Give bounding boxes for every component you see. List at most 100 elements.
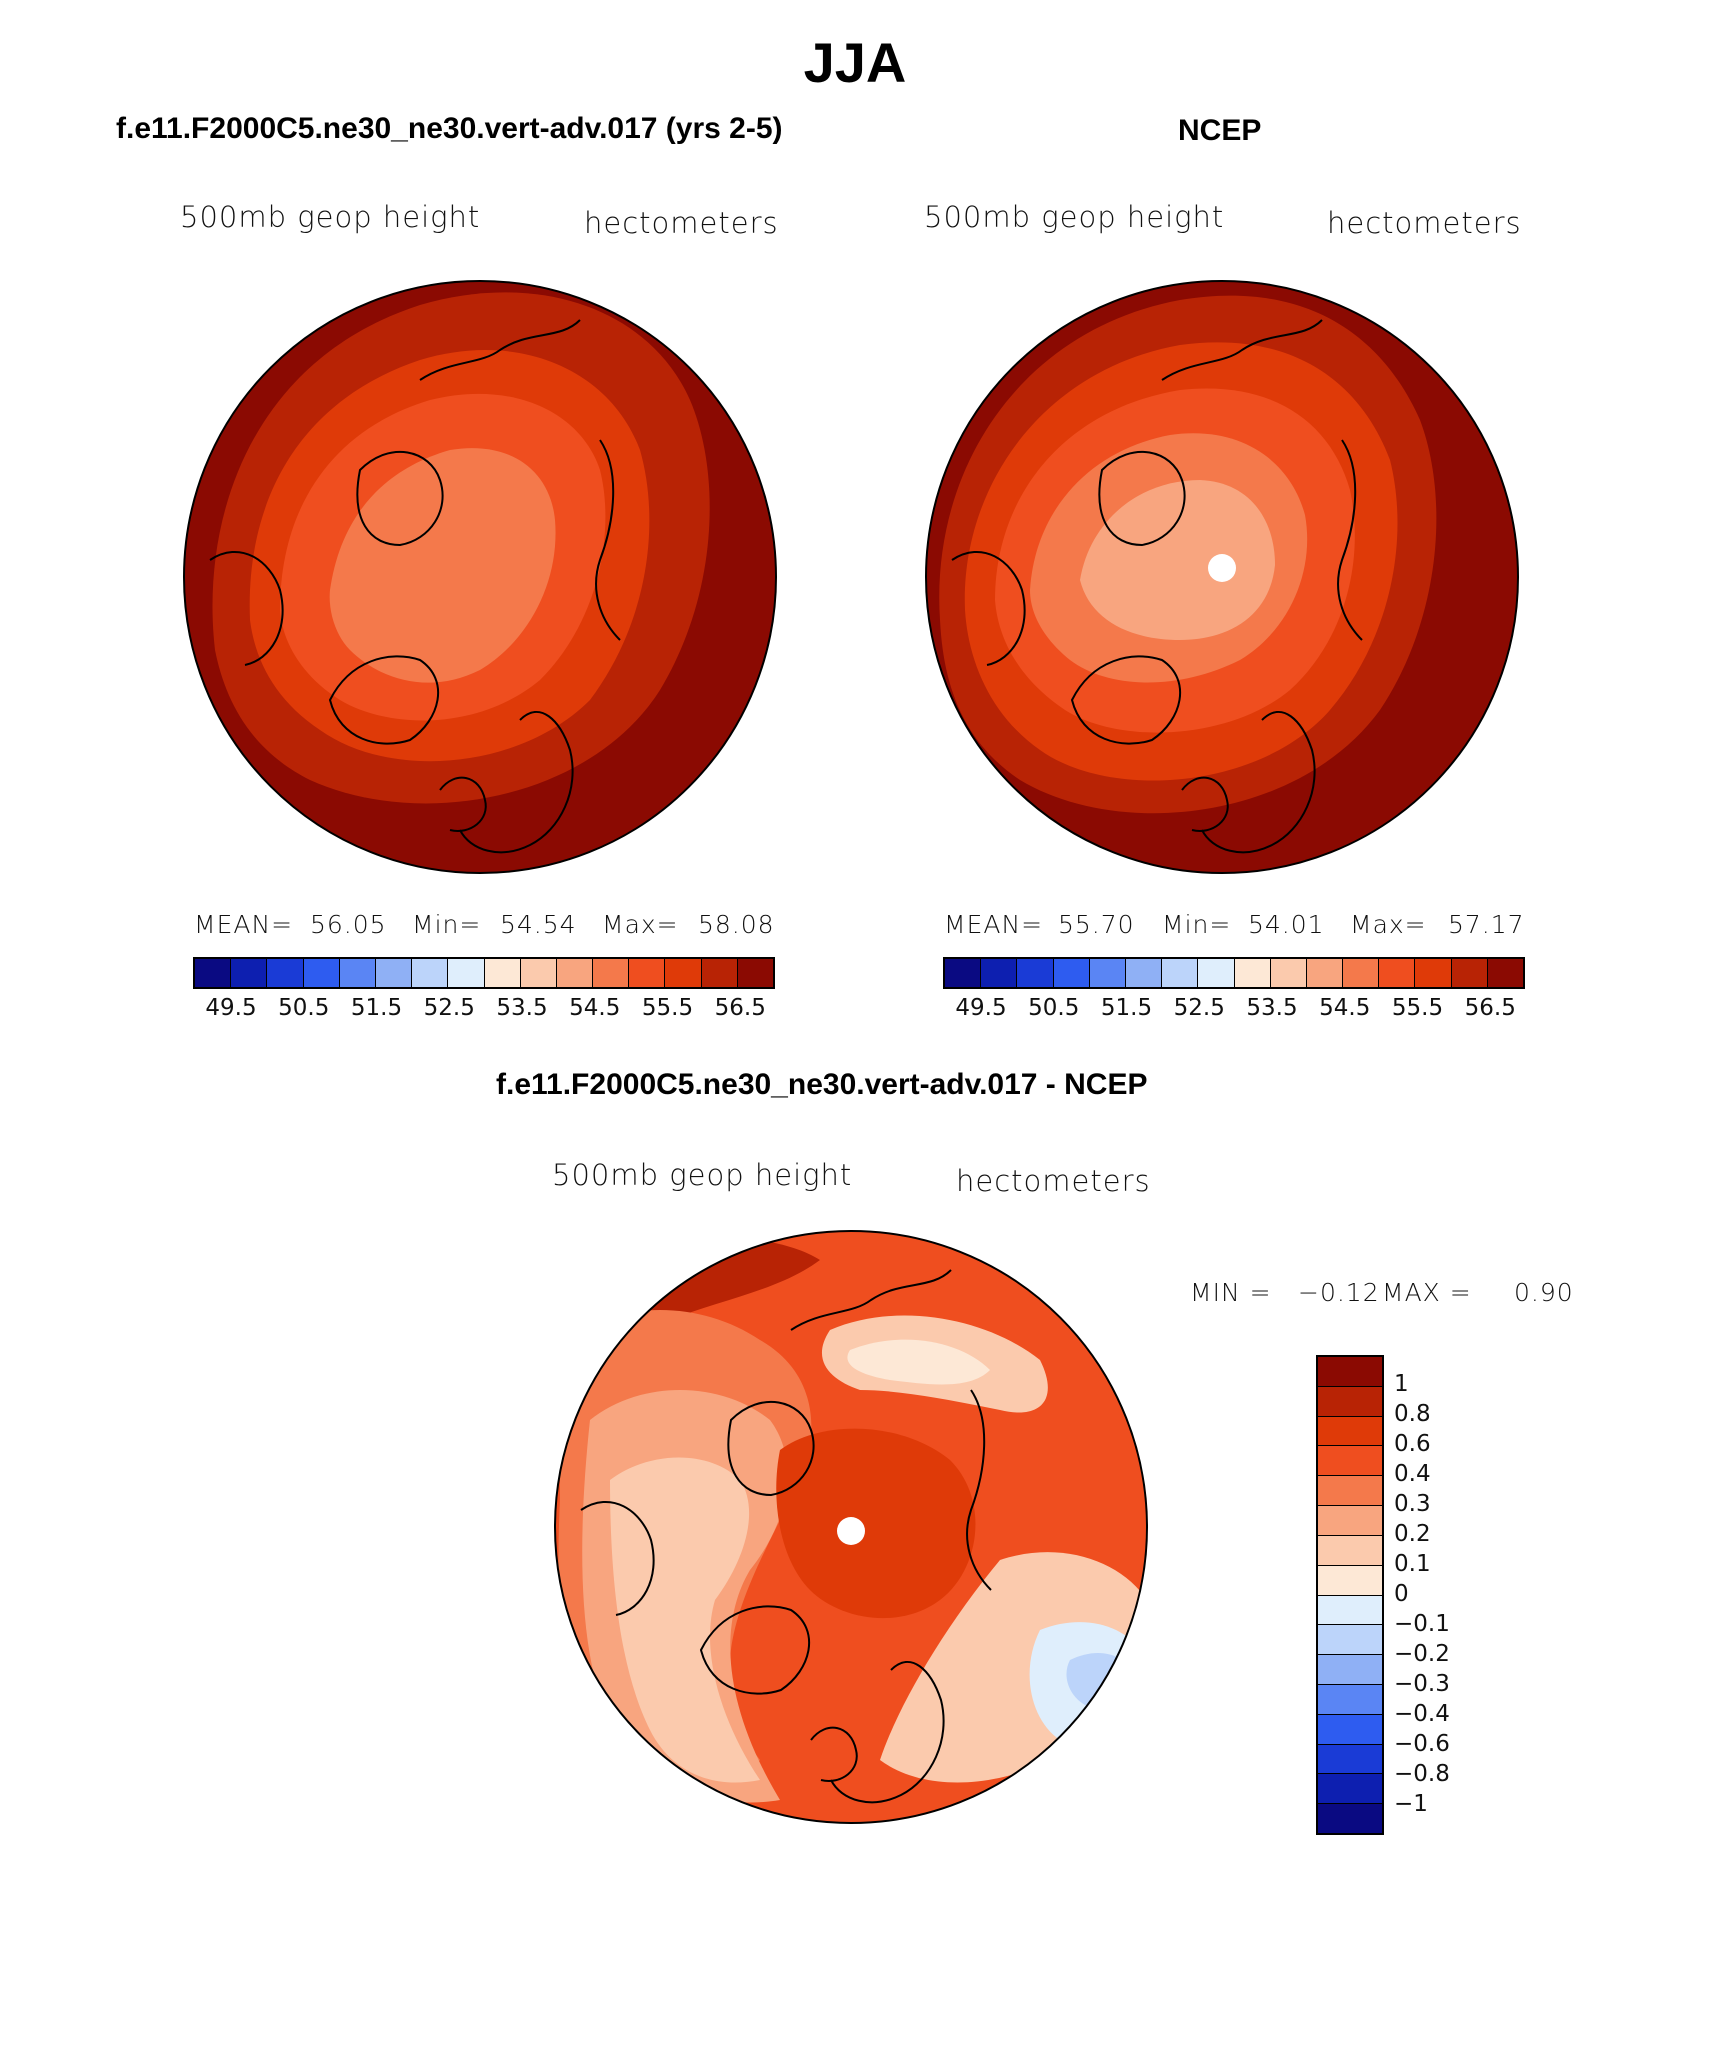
obs-colorbar-swatch-5: [1125, 959, 1163, 987]
obs-colorbar: [943, 957, 1525, 989]
diff-colorbar-tick-label: 0: [1394, 1581, 1409, 1607]
model-colorbar-swatch-0: [195, 959, 232, 987]
model-polar-map: [184, 281, 776, 873]
diff-band-01: [610, 1457, 760, 1783]
diff-max-value: 0.90: [1514, 1278, 1574, 1307]
diff-colorbar-tick-label: 0.3: [1394, 1491, 1431, 1517]
obs-colorbar-swatch-12: [1379, 959, 1416, 987]
diff-colorbar-swatch-6: [1318, 1535, 1382, 1566]
obs-colorbar-swatch-0: [945, 959, 982, 987]
obs-colorbar-tick-label: 52.5: [1173, 995, 1225, 1021]
obs-units-label: hectometers: [1327, 206, 1522, 240]
obs-colorbar-tick-label: 56.5: [1464, 995, 1516, 1021]
model-colorbar-swatch-8: [484, 959, 521, 987]
model-map-border: [183, 280, 777, 874]
diff-colorbar-tick-label: −1: [1394, 1791, 1428, 1817]
diff-colorbar-tick-label: −0.6: [1394, 1731, 1450, 1757]
obs-colorbar-swatch-3: [1053, 959, 1090, 987]
obs-colorbar-tick-label: 55.5: [1391, 995, 1444, 1021]
diff-colorbar-swatch-5: [1318, 1506, 1382, 1536]
obs-max-value: 57.17: [1448, 910, 1525, 939]
diff-units-label: hectometers: [956, 1164, 1151, 1198]
diff-colorbar-swatch-14: [1318, 1774, 1382, 1805]
model-colorbar-swatch-10: [556, 959, 594, 987]
diff-colorbar-tick-label: −0.3: [1394, 1671, 1450, 1697]
model-colorbar-swatch-11: [593, 959, 630, 987]
diff-max-label: MAX =: [1382, 1278, 1472, 1307]
model-colorbar: [193, 957, 775, 989]
model-colorbar-tick-label: 53.5: [496, 995, 548, 1021]
model-colorbar-swatch-12: [629, 959, 666, 987]
diff-panel-title: f.e11.F2000C5.ne30_ne30.vert-adv.017 - N…: [496, 1068, 1148, 1101]
model-colorbar-tick-label: 52.5: [423, 995, 475, 1021]
obs-colorbar-swatch-15: [1487, 959, 1523, 987]
obs-coastlines: [951, 319, 1363, 854]
model-colorbar-swatch-7: [448, 959, 485, 987]
diff-colorbar-swatch-7: [1318, 1565, 1382, 1596]
diff-colorbar-tick-label: 0.2: [1394, 1521, 1431, 1547]
obs-colorbar-swatch-8: [1234, 959, 1271, 987]
obs-colorbar-swatch-14: [1451, 959, 1488, 987]
diff-colorbar-tick-label: 0.4: [1394, 1461, 1431, 1487]
obs-variable-label: 500mb geop height: [924, 200, 1225, 234]
diff-band-06: [776, 1428, 976, 1619]
diff-colorbar-tick-label: 0.1: [1394, 1551, 1431, 1577]
obs-pole-marker: [1208, 554, 1236, 582]
model-colorbar-swatch-1: [231, 959, 268, 987]
obs-min-value: 54.01: [1248, 910, 1325, 939]
diff-min-value: −0.12: [1298, 1278, 1380, 1307]
diff-colorbar-tick-label: −0.1: [1394, 1611, 1450, 1637]
model-min-value: 54.54: [500, 910, 577, 939]
model-mean-label: MEAN=: [194, 910, 294, 939]
obs-min-label: Min=: [1162, 910, 1232, 939]
diff-colorbar-swatch-15: [1318, 1804, 1382, 1833]
model-panel-title: f.e11.F2000C5.ne30_ne30.vert-adv.017 (yr…: [116, 112, 783, 145]
model-colorbar-swatch-6: [412, 959, 449, 987]
obs-panel-title: NCEP: [1178, 114, 1262, 147]
model-colorbar-tick-label: 56.5: [714, 995, 766, 1021]
diff-colorbar-swatch-3: [1318, 1446, 1382, 1477]
diff-colorbar: [1316, 1355, 1384, 1835]
obs-map-border: [925, 280, 1519, 874]
model-max-label: Max=: [602, 910, 679, 939]
model-colorbar-swatch-3: [303, 959, 340, 987]
obs-colorbar-swatch-1: [981, 959, 1018, 987]
model-colorbar-swatch-2: [267, 959, 304, 987]
obs-colorbar-swatch-13: [1415, 959, 1452, 987]
diff-colorbar-tick-label: 0.6: [1394, 1431, 1431, 1457]
diff-colorbar-tick-label: −0.4: [1394, 1701, 1450, 1727]
model-colorbar-tick-label: 51.5: [350, 995, 403, 1021]
diff-colorbar-swatch-0: [1318, 1357, 1382, 1387]
model-colorbar-swatch-14: [701, 959, 738, 987]
model-colorbar-swatch-13: [665, 959, 702, 987]
obs-colorbar-swatch-11: [1343, 959, 1380, 987]
model-mean-value: 56.05: [310, 910, 387, 939]
model-units-label: hectometers: [584, 206, 779, 240]
model-colorbar-swatch-5: [375, 959, 413, 987]
diff-colorbar-swatch-2: [1318, 1416, 1382, 1447]
obs-colorbar-tick-label: 53.5: [1246, 995, 1298, 1021]
diff-colorbar-swatch-4: [1318, 1476, 1382, 1507]
obs-colorbar-tick-label: 49.5: [955, 995, 1007, 1021]
model-coastlines: [209, 319, 621, 854]
model-band-545: [329, 448, 556, 683]
diff-colorbar-tick-label: 0.8: [1394, 1401, 1431, 1427]
diff-colorbar-swatch-9: [1318, 1625, 1382, 1656]
model-colorbar-swatch-9: [520, 959, 557, 987]
model-colorbar-tick-label: 54.5: [569, 995, 621, 1021]
model-max-value: 58.08: [698, 910, 775, 939]
model-colorbar-tick-label: 49.5: [205, 995, 257, 1021]
diff-colorbar-tick-label: 1: [1394, 1371, 1409, 1397]
diff-colorbar-swatch-1: [1318, 1386, 1382, 1417]
obs-colorbar-tick-label: 50.5: [1028, 995, 1080, 1021]
model-colorbar-tick-label: 50.5: [278, 995, 330, 1021]
diff-colorbar-tick-label: −0.8: [1394, 1761, 1450, 1787]
obs-colorbar-swatch-6: [1162, 959, 1199, 987]
diff-colorbar-swatch-11: [1318, 1684, 1382, 1715]
obs-colorbar-swatch-4: [1089, 959, 1126, 987]
obs-colorbar-swatch-2: [1017, 959, 1054, 987]
diff-colorbar-swatch-8: [1318, 1595, 1382, 1626]
obs-colorbar-swatch-9: [1270, 959, 1307, 987]
diff-colorbar-swatch-10: [1318, 1655, 1382, 1685]
